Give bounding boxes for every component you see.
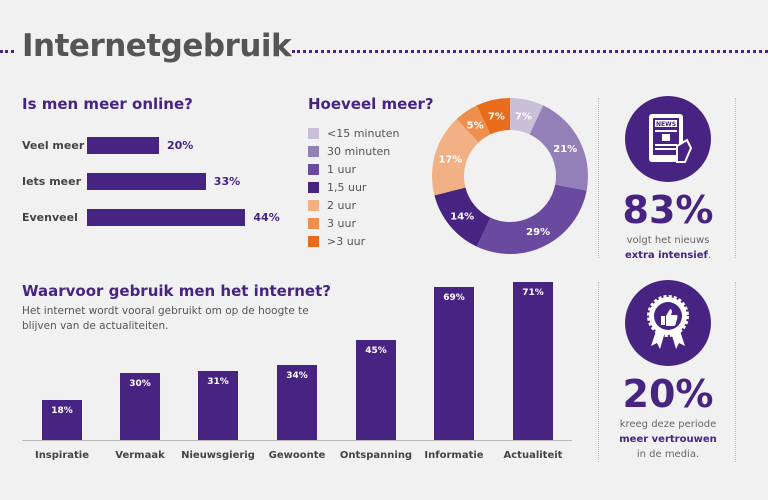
legend-label: <15 minuten: [327, 127, 400, 140]
bar-category-label: Ontspanning: [339, 450, 413, 461]
donut-slice-label: 17%: [438, 155, 462, 166]
legend-swatch: [308, 146, 319, 157]
legend-label: 2 uur: [327, 199, 356, 212]
legend-swatch: [308, 182, 319, 193]
donut-slice: [510, 98, 544, 135]
bar: [42, 400, 82, 440]
divider: [735, 98, 736, 258]
legend-label: 30 minuten: [327, 145, 391, 158]
bar-value-label: 30%: [129, 379, 151, 390]
donut-slice-label: 14%: [450, 212, 474, 223]
legend-label: >3 uur: [327, 235, 366, 248]
usage-chart-title: Waarvoor gebruik men het internet?: [22, 282, 331, 300]
donut-slice: [476, 184, 587, 254]
bar: [434, 286, 474, 440]
bar-category-label: Vermaak: [115, 450, 165, 461]
legend-item: 30 minuten: [308, 145, 390, 158]
bar: [120, 373, 160, 440]
divider: [598, 98, 599, 258]
legend-label: 1 uur: [327, 163, 356, 176]
donut-slice: [456, 105, 491, 143]
donut-slice-label: 5%: [467, 121, 484, 132]
legend-label: 1,5 uur: [327, 181, 367, 194]
bar-value-label: 44%: [253, 211, 280, 224]
donut-chart-title: Hoeveel meer?: [308, 95, 434, 113]
legend-label: 3 uur: [327, 217, 356, 230]
legend-item: 1 uur: [308, 163, 356, 176]
bar: [356, 340, 396, 440]
bar: [87, 209, 246, 226]
donut-slice-label: 21%: [553, 144, 577, 155]
donut-chart: 7% 21% 29% 14% 17% 5% 7%: [432, 98, 588, 254]
bar: [87, 137, 159, 154]
bar-category-label: Veel meer: [22, 139, 85, 152]
bar-category-label: Iets meer: [22, 175, 81, 188]
divider: [598, 282, 599, 462]
online-chart-title: Is men meer online?: [22, 95, 193, 113]
bar-value-label: 34%: [286, 370, 308, 381]
legend-swatch: [308, 200, 319, 211]
bar: [87, 173, 206, 190]
bar-value-label: 18%: [51, 406, 73, 417]
legend-swatch: [308, 236, 319, 247]
donut-slice-label: 29%: [526, 227, 550, 238]
bar-value-label: 20%: [167, 139, 194, 152]
bar: [198, 371, 238, 440]
usage-chart-subtitle: Het internet wordt vooral gebruikt om op…: [22, 305, 309, 332]
legend-swatch: [308, 128, 319, 139]
bar-category-label: Inspiratie: [34, 450, 90, 461]
svg-text:NEWS: NEWS: [656, 121, 676, 128]
donut-slice: [529, 105, 588, 191]
bar-category-label: Actualiteit: [503, 450, 563, 461]
stat-caption-news: volgt het nieuws extra intensief.: [624, 235, 712, 261]
stat-caption-trust: kreeg deze periode meer vertrouwen in de m…: [619, 419, 717, 460]
title-dots-right: [292, 50, 768, 53]
legend-item: >3 uur: [308, 235, 365, 248]
page-title: Internetgebruik: [22, 28, 292, 64]
donut-slice: [434, 187, 491, 247]
bar-value-label: 69%: [443, 292, 465, 303]
award-thumbs-up-icon: [625, 280, 711, 366]
stat-value-news: 83%: [622, 188, 714, 232]
legend-item: <15 minuten: [308, 127, 399, 140]
title-dots-left: [0, 50, 14, 53]
bar-category-label: Informatie: [424, 450, 484, 461]
news-tablet-icon: NEWS: [625, 96, 711, 182]
bar-category-label: Gewoonte: [268, 450, 326, 461]
stat-value-trust: 20%: [622, 372, 714, 416]
bar-value-label: 31%: [207, 377, 229, 388]
divider: [735, 282, 736, 462]
donut-slice: [432, 119, 479, 196]
legend-item: 2 uur: [308, 199, 356, 212]
donut-slice-label: 7%: [515, 111, 532, 122]
usage-chart-baseline: [22, 440, 572, 441]
legend-swatch: [308, 218, 319, 229]
bar-category-label: Evenveel: [22, 211, 78, 224]
legend-swatch: [308, 164, 319, 175]
donut-slice: [476, 98, 510, 135]
bar-value-label: 71%: [522, 288, 544, 299]
bar: [277, 364, 317, 440]
legend-item: 1,5 uur: [308, 181, 366, 194]
bar-category-label: Nieuwsgierig: [181, 450, 255, 461]
legend-item: 3 uur: [308, 217, 356, 230]
bar: [513, 282, 553, 440]
bar-value-label: 33%: [213, 175, 241, 188]
bar-value-label: 45%: [365, 346, 387, 357]
donut-slice-label: 7%: [488, 111, 505, 122]
